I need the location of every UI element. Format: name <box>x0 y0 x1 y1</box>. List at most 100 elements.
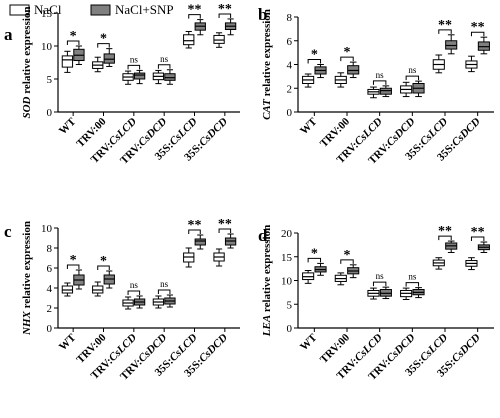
panel-c-box-nacl-snp <box>224 233 237 249</box>
panel-c-box-nacl <box>122 296 134 310</box>
significance-bracket <box>372 281 387 287</box>
panel-a-xtick-label: WT <box>57 115 79 137</box>
panel-d-box-nacl <box>334 272 347 286</box>
panel-b-significance: ns <box>405 65 420 81</box>
panel-b-ytick-label: 2 <box>287 83 293 95</box>
panel-d-box-nacl <box>302 270 315 284</box>
significance-bracket <box>372 80 387 85</box>
panel-d-xtick-gene: CsLCD <box>418 332 450 364</box>
panel-c-ytick-label: 0 <box>47 323 53 335</box>
significance-label: * <box>100 254 107 269</box>
panel-a-ytick-label: 5 <box>47 74 53 86</box>
panel-c-ytick-label: 10 <box>41 223 53 235</box>
panel-d-y-label: LEA relative expression <box>261 225 273 337</box>
panel-a-box-nacl-snp <box>224 18 237 36</box>
panel-a-letter: a <box>4 25 13 44</box>
panel-a-box-nacl <box>92 56 104 73</box>
panel-b-box-nacl <box>334 72 347 88</box>
panel-a-ytick-label: 15 <box>41 8 53 20</box>
panel-d-xtick-gene: CsDCD <box>450 332 483 365</box>
significance-label: ** <box>438 18 452 33</box>
significance-label: * <box>344 45 351 60</box>
panel-c-ytick-label: 8 <box>47 243 53 255</box>
significance-bracket <box>127 64 141 70</box>
significance-label: ** <box>218 217 232 232</box>
panel-c-xtick-prefix: WT <box>57 331 79 353</box>
panel-c-ytick-label: 2 <box>47 303 53 315</box>
significance-bracket <box>97 265 110 270</box>
panel-a-y-label-suffix: relative expression <box>21 6 33 96</box>
panel-a-box-nacl <box>213 32 225 48</box>
panel-d-letter: d <box>258 226 268 245</box>
panel-a-box-nacl-snp <box>133 69 146 85</box>
panel-a-box-nacl-snp <box>103 48 115 67</box>
panel-b-significance: ns <box>372 70 387 85</box>
panel-b-ytick-label: 0 <box>287 107 293 119</box>
panel-a-box-nacl <box>183 30 195 49</box>
panel-c-ytick-label: 6 <box>47 263 53 275</box>
significance-bracket <box>470 236 485 242</box>
panel-a-box-nacl <box>61 50 74 73</box>
legend: NaCl NaCl+SNP <box>9 2 174 17</box>
significance-bracket <box>157 64 171 69</box>
panel-d-box-nacl <box>465 257 478 271</box>
significance-bracket <box>405 75 420 81</box>
panel-b-xtick-gene: CsLCD <box>418 116 450 148</box>
panel-a-xtick-gene: CsDCD <box>197 116 230 149</box>
panel-b-letter: b <box>258 5 267 24</box>
panel-c-box-nacl-snp <box>133 295 146 309</box>
panel-b-box-nacl-snp <box>379 85 392 98</box>
box-body <box>133 72 146 80</box>
panel-c-box-nacl <box>183 247 195 268</box>
panel-c-y-label-suffix: relative expression <box>21 221 33 311</box>
panel-a-xtick-prefix: WT <box>57 115 79 137</box>
panel-c-ytick-label: 4 <box>47 283 53 295</box>
panel-d-significance: * <box>340 248 354 264</box>
panel-a-box-nacl-snp <box>194 19 206 36</box>
box-body <box>194 238 206 246</box>
significance-label: ns <box>130 280 139 290</box>
panel-c-box-nacl-snp <box>164 294 176 308</box>
significance-label: ns <box>160 279 169 289</box>
significance-label: * <box>311 246 318 261</box>
panel-b-xtick-gene: CsLCD <box>353 116 385 148</box>
panel-b-box-nacl <box>400 81 413 98</box>
panel-d-box-nacl-snp <box>379 286 392 300</box>
panel-a-box-nacl <box>152 69 165 85</box>
significance-bracket <box>470 31 485 37</box>
legend-swatch-nacl <box>9 4 30 16</box>
panel-c-box-nacl-snp <box>103 270 115 289</box>
significance-bracket <box>405 282 420 287</box>
panel-b-y-label-gene: CAT <box>261 98 273 120</box>
significance-bracket <box>66 264 80 269</box>
significance-label: ** <box>188 3 202 18</box>
significance-bracket <box>97 43 110 48</box>
significance-label: ns <box>408 65 417 75</box>
panel-a-y-label-gene: SOD <box>21 96 33 118</box>
panel-c-significance: ns <box>127 280 141 295</box>
panel-a-significance: ** <box>218 2 232 18</box>
panel-d-ytick-label: 15 <box>281 252 293 264</box>
panel-b-significance: * <box>340 45 354 62</box>
significance-label: * <box>344 248 351 263</box>
panel-b-box-nacl-snp <box>445 34 458 55</box>
box-body <box>213 34 225 44</box>
box-body <box>164 73 176 81</box>
box-body <box>61 55 74 68</box>
panel-d-significance: ns <box>372 271 387 287</box>
panel-d-box-nacl-snp <box>314 262 327 276</box>
panel-d-box-nacl <box>400 287 413 300</box>
box-body <box>103 53 115 64</box>
panel-b-ytick-label: 4 <box>287 60 293 72</box>
significance-label: * <box>311 48 318 63</box>
significance-label: ** <box>188 218 202 233</box>
panel-d-box-nacl <box>367 287 380 300</box>
panel-d-significance: * <box>307 246 322 263</box>
panel-d-significance: ** <box>470 225 485 242</box>
panel-c-significance: ** <box>188 218 202 234</box>
legend-swatch-nacl-snp <box>90 4 111 16</box>
panel-d-significance: ** <box>438 224 452 241</box>
